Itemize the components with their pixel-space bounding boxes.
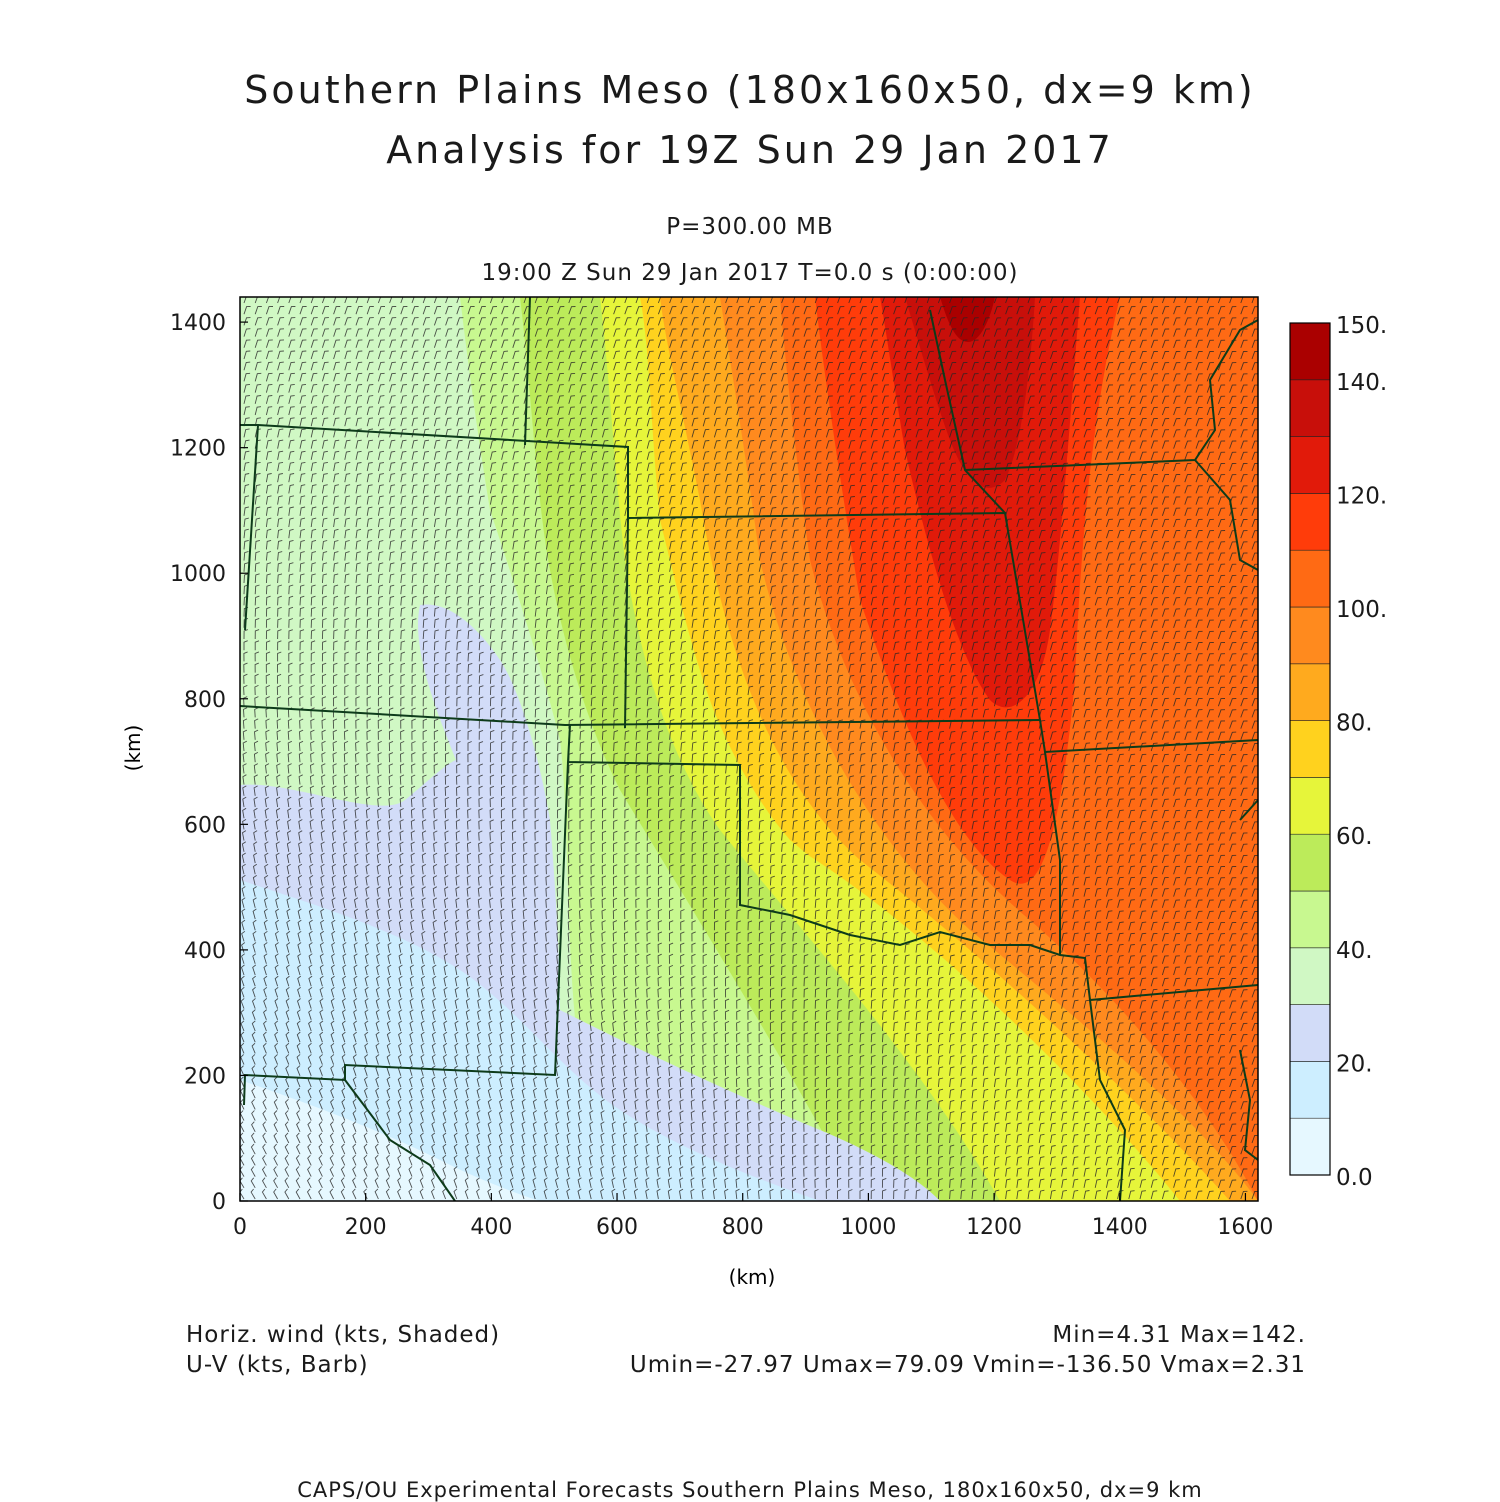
colorbar-label-5: 60. bbox=[1336, 824, 1373, 850]
colorbar-label-2: 120. bbox=[1336, 483, 1387, 509]
legend-shaded: Horiz. wind (kts, Shaded) bbox=[186, 1322, 501, 1348]
colorbar-swatch-5 bbox=[1289, 833, 1331, 892]
chart-title: Southern Plains Meso (180x160x50, dx=9 k… bbox=[244, 68, 1256, 112]
colorbar-swatch-11 bbox=[1289, 493, 1331, 551]
colorbar-label-7: 20. bbox=[1336, 1051, 1373, 1077]
y-axis: 0 200 400 600 800 1000 1200 1400 bbox=[170, 311, 248, 1215]
colorbar-label-4: 80. bbox=[1336, 711, 1373, 737]
y-tick-label-2: 400 bbox=[184, 939, 226, 964]
colorbar-swatch-3 bbox=[1289, 947, 1331, 1005]
colorbar-swatch-4 bbox=[1289, 890, 1331, 949]
colorbar-swatch-8 bbox=[1289, 663, 1331, 721]
colorbar-swatch-14 bbox=[1289, 322, 1331, 381]
colorbar: 150. 140. 120. 100. 80. 60. 40. 20. 0.0 bbox=[1289, 313, 1387, 1191]
uv-min-max-readout: Umin=-27.97 Umax=79.09 Vmin=-136.50 Vmax… bbox=[629, 1352, 1306, 1378]
y-tick-label-1: 200 bbox=[184, 1064, 226, 1089]
chart-subtitle: Analysis for 19Z Sun 29 Jan 2017 bbox=[386, 128, 1114, 172]
x-axis: 0 200 400 600 800 1000 1200 1400 1600 bbox=[233, 1193, 1273, 1240]
pressure-level: P=300.00 MB bbox=[666, 214, 834, 240]
legend-barb: U-V (kts, Barb) bbox=[186, 1352, 369, 1378]
colorbar-swatch-13 bbox=[1289, 379, 1331, 437]
y-axis-label: (km) bbox=[121, 725, 145, 772]
x-tick-label-0: 0 bbox=[233, 1215, 247, 1240]
colorbar-swatch-2 bbox=[1289, 1004, 1331, 1062]
state-borders bbox=[240, 297, 1258, 1201]
colorbar-swatch-12 bbox=[1289, 436, 1331, 494]
y-tick-label-4: 800 bbox=[184, 688, 226, 713]
wind-speed-shading bbox=[240, 297, 1258, 1201]
colorbar-label-3: 100. bbox=[1336, 597, 1387, 623]
y-tick-label-7: 1400 bbox=[170, 311, 226, 336]
y-tick-label-5: 1000 bbox=[170, 562, 226, 587]
colorbar-label-8: 0.0 bbox=[1336, 1165, 1373, 1191]
colorbar-label-1: 140. bbox=[1336, 370, 1387, 396]
y-tick-label-0: 0 bbox=[212, 1190, 226, 1215]
min-max-readout: Min=4.31 Max=142. bbox=[1052, 1322, 1306, 1348]
colorbar-label-6: 40. bbox=[1336, 938, 1373, 964]
x-axis-label: (km) bbox=[729, 1265, 776, 1289]
colorbar-swatch-9 bbox=[1289, 606, 1331, 665]
x-tick-label-5: 1000 bbox=[840, 1215, 896, 1240]
colorbar-swatch-7 bbox=[1289, 720, 1331, 778]
x-tick-label-7: 1400 bbox=[1092, 1215, 1148, 1240]
colorbar-swatch-6 bbox=[1289, 777, 1331, 835]
colorbar-swatch-1 bbox=[1289, 1061, 1331, 1119]
x-tick-label-1: 200 bbox=[345, 1215, 387, 1240]
x-tick-label-2: 400 bbox=[470, 1215, 512, 1240]
footer-credit: CAPS/OU Experimental Forecasts Southern … bbox=[297, 1478, 1203, 1502]
colorbar-label-0: 150. bbox=[1336, 313, 1387, 339]
y-tick-label-6: 1200 bbox=[170, 437, 226, 462]
plot-frame bbox=[239, 296, 1259, 1202]
x-tick-label-3: 600 bbox=[596, 1215, 638, 1240]
colorbar-swatch-10 bbox=[1289, 549, 1331, 608]
colorbar-swatch-0 bbox=[1289, 1117, 1331, 1176]
x-tick-label-6: 1200 bbox=[966, 1215, 1022, 1240]
colorbar-frame bbox=[1289, 322, 1331, 1176]
valid-time: 19:00 Z Sun 29 Jan 2017 T=0.0 s (0:00:00… bbox=[481, 260, 1019, 286]
y-tick-label-3: 600 bbox=[184, 813, 226, 838]
x-tick-label-4: 800 bbox=[722, 1215, 764, 1240]
x-tick-label-8: 1600 bbox=[1217, 1215, 1273, 1240]
